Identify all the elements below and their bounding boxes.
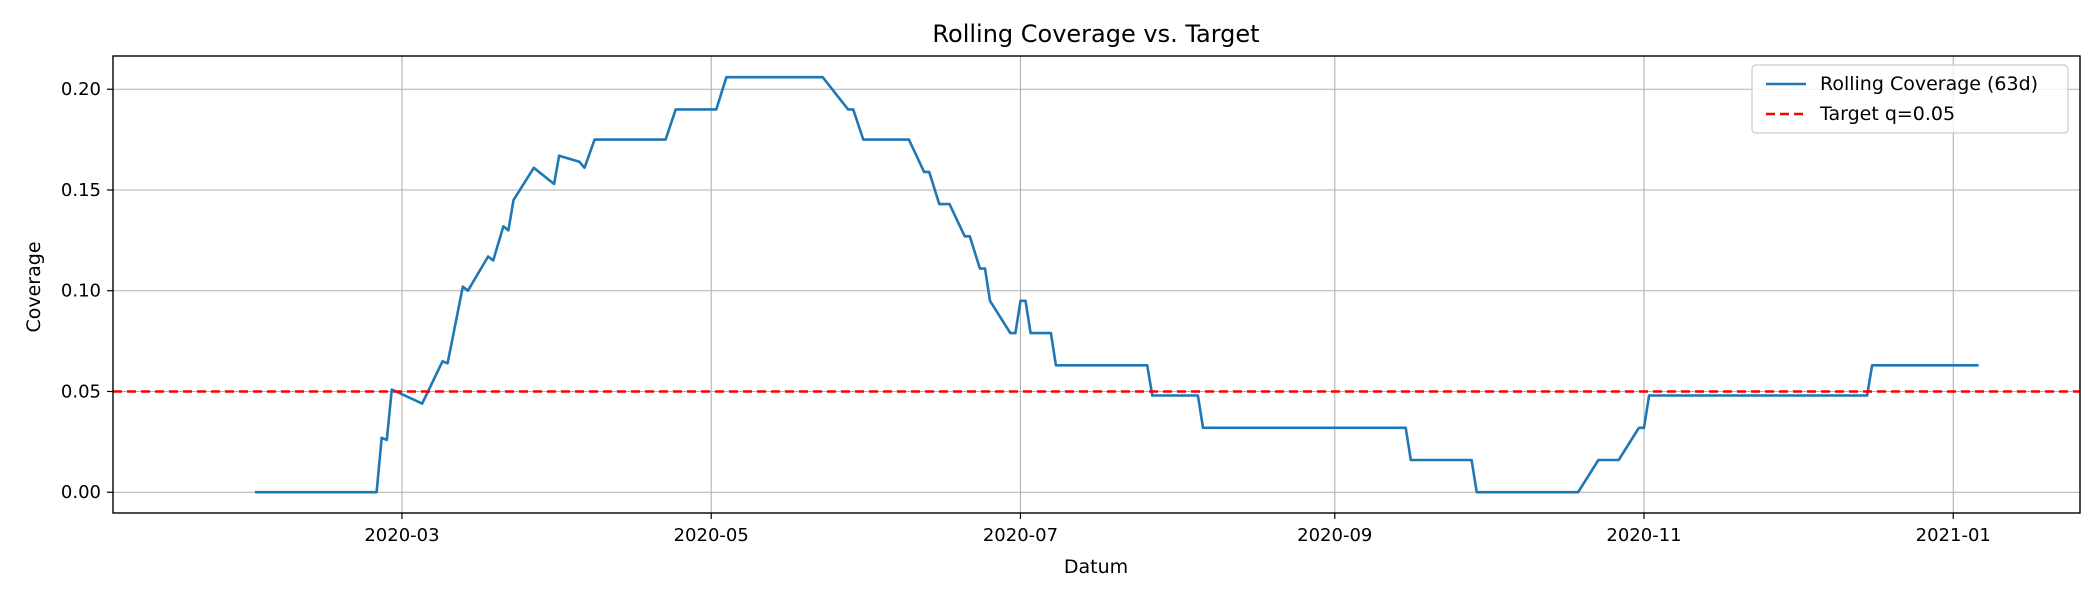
x-tick-label: 2020-09 [1297,525,1372,546]
x-tick-label: 2020-07 [983,525,1058,546]
x-tick-label: 2021-01 [1916,525,1991,546]
plot-frame [112,55,2081,514]
legend-box [1751,64,2069,134]
y-tick-label: 0.20 [61,79,101,100]
x-axis-label: Datum [1064,556,1128,578]
x-tick-label: 2020-05 [674,525,749,546]
series-rolling-coverage-line [254,75,1979,494]
y-tick-label: 0.10 [61,281,101,302]
y-tick-label: 0.00 [61,482,101,503]
legend: Rolling Coverage (63d) Target q=0.05 [1751,64,2069,134]
chart-title: Rolling Coverage vs. Target [932,20,1259,48]
x-tick-label: 2020-03 [364,525,439,546]
axis-ticks: 2020-03 2020-05 2020-07 2020-09 2020-11 2021-… [61,79,1991,546]
series-layer [113,75,2080,494]
y-tick-label: 0.15 [61,180,101,201]
y-axis-label: Coverage [23,241,45,332]
x-tick-label: 2020-11 [1606,525,1681,546]
legend-label-rolling-coverage: Rolling Coverage (63d) [1820,73,2038,95]
legend-label-target: Target q=0.05 [1819,103,1955,125]
y-tick-label: 0.05 [61,381,101,402]
